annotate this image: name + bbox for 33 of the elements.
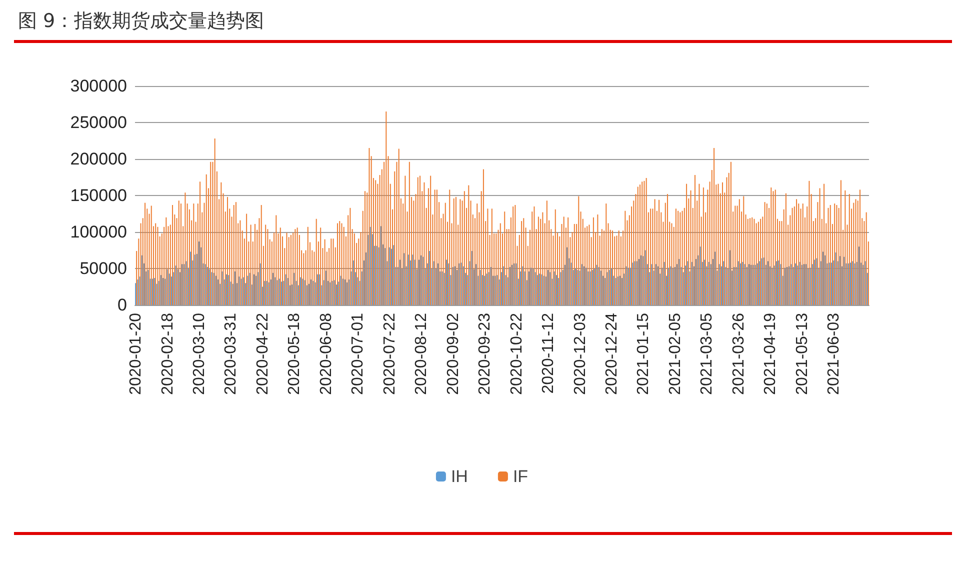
y-tick-label: 50000 (80, 259, 127, 278)
x-tick-label: 2021-04-19 (762, 312, 780, 395)
chart-title: 图 9：指数期货成交量趋势图 (18, 9, 264, 34)
x-tick-label: 2020-02-18 (159, 312, 176, 395)
x-tick-label: 2020-09-23 (476, 312, 494, 395)
x-tick-label: 2020-07-01 (350, 312, 367, 395)
x-tick-label: 2020-04-22 (254, 312, 272, 395)
y-tick-label: 300000 (70, 76, 127, 96)
x-tick-label: 2021-05-13 (794, 312, 811, 395)
x-tick-label: 2020-03-10 (191, 312, 208, 395)
x-tick-label: 2020-11-12 (540, 312, 558, 394)
x-tick-label: 2020-05-18 (286, 312, 304, 395)
y-tick-label: 100000 (70, 222, 127, 242)
x-tick-label: 2020-06-08 (318, 312, 335, 395)
x-tick-label: 2021-03-05 (698, 312, 716, 395)
x-tick-label: 2020-10-22 (508, 312, 526, 395)
x-tick-label: 2021-02-05 (666, 312, 684, 395)
y-tick-label: 250000 (70, 113, 127, 132)
x-tick-label: 2020-12-24 (603, 312, 620, 395)
x-tick-label: 2020-01-20 (128, 312, 145, 395)
x-tick-label: 2020-08-12 (413, 312, 430, 395)
x-tick-label: 2021-03-26 (730, 312, 748, 395)
x-tick-label: 2021-01-15 (635, 312, 652, 395)
x-tick-label: 2020-07-22 (381, 312, 398, 395)
y-tick-label: 150000 (70, 186, 127, 205)
y-tick-label: 200000 (70, 150, 127, 168)
x-tick-label: 2020-12-03 (572, 312, 589, 395)
legend-label: IF (512, 467, 528, 486)
legend-label: IH (450, 467, 468, 486)
x-tick-label: 2020-09-02 (444, 312, 462, 395)
x-tick-label: 2021-06-03 (826, 312, 843, 395)
y-tick-label: 0 (118, 296, 127, 314)
x-tick-label: 2020-03-31 (222, 312, 240, 395)
